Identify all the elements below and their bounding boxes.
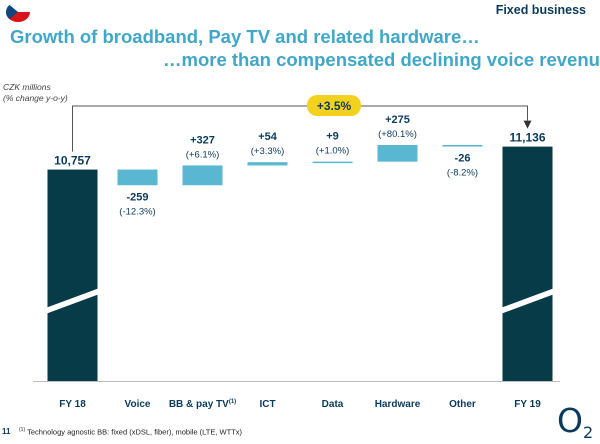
o2-logo: O2 [557, 404, 593, 441]
x-tick-label: Other [449, 399, 476, 410]
bar-pct-label: (-12.3%) [119, 206, 155, 217]
logo-subscript: 2 [582, 423, 594, 442]
page-subtitle: …more than compensated declining voice r… [163, 49, 600, 70]
unit-label: CZK millions (% change y-o-y) [3, 82, 68, 104]
growth-badge-label: +3.5% [317, 99, 352, 113]
bar-pct-label: (+6.1%) [186, 149, 220, 160]
bar-value-label: -26 [455, 153, 471, 165]
bar-pct-label: (+80.1%) [378, 129, 417, 140]
bar-value-label: +54 [258, 131, 278, 143]
bar-change [117, 169, 158, 186]
x-tick-label: Hardware [375, 399, 421, 410]
bar-change [377, 144, 418, 162]
x-tick-label: Voice [125, 399, 151, 410]
axis-break-mark [500, 288, 555, 314]
x-tick-label: Data [322, 399, 344, 410]
bar-pct-label: (+1.0%) [316, 146, 350, 157]
x-axis-line [33, 381, 560, 382]
footnote: (1) Technology agnostic BB: fixed (xDSL,… [19, 427, 242, 437]
bar-value-label: +275 [385, 114, 410, 126]
bar-value-label: +327 [190, 134, 215, 146]
czech-flag-icon [6, 2, 30, 22]
logo-letter: O [557, 401, 583, 440]
unit-label-line1: CZK millions [3, 82, 51, 92]
axis-break-mark [45, 288, 100, 314]
growth-arrow-head [523, 120, 532, 129]
bar-value-label: 11,136 [509, 131, 545, 145]
bar-total [47, 169, 98, 381]
growth-bracket-line [72, 105, 528, 152]
unit-label-line2: (% change y-o-y) [3, 93, 68, 103]
footnote-marker: (1) [19, 427, 26, 433]
bar-value-label: +9 [326, 131, 339, 143]
bar-change [312, 161, 353, 164]
bar-pct-label: (-8.2%) [447, 168, 478, 179]
bar-total [502, 146, 553, 381]
growth-badge [307, 95, 361, 116]
section-label: Fixed business [495, 3, 586, 17]
bar-value-label: 10,757 [54, 154, 91, 168]
x-tick-label: ICT [259, 399, 275, 410]
x-tick-label: FY 19 [514, 399, 541, 410]
page-title: Growth of broadband, Pay TV and related … [10, 26, 480, 47]
page-number: 11 [2, 427, 11, 436]
bar-change [247, 162, 288, 166]
bar-change [182, 165, 223, 186]
bar-pct-label: (+3.3%) [251, 146, 285, 157]
footnote-text: Technology agnostic BB: fixed (xDSL, fib… [27, 427, 243, 437]
bar-change [442, 144, 483, 147]
x-tick-label: BB & pay TV(1) [169, 399, 236, 410]
x-tick-label: FY 18 [59, 399, 86, 410]
bar-value-label: -259 [126, 191, 148, 203]
